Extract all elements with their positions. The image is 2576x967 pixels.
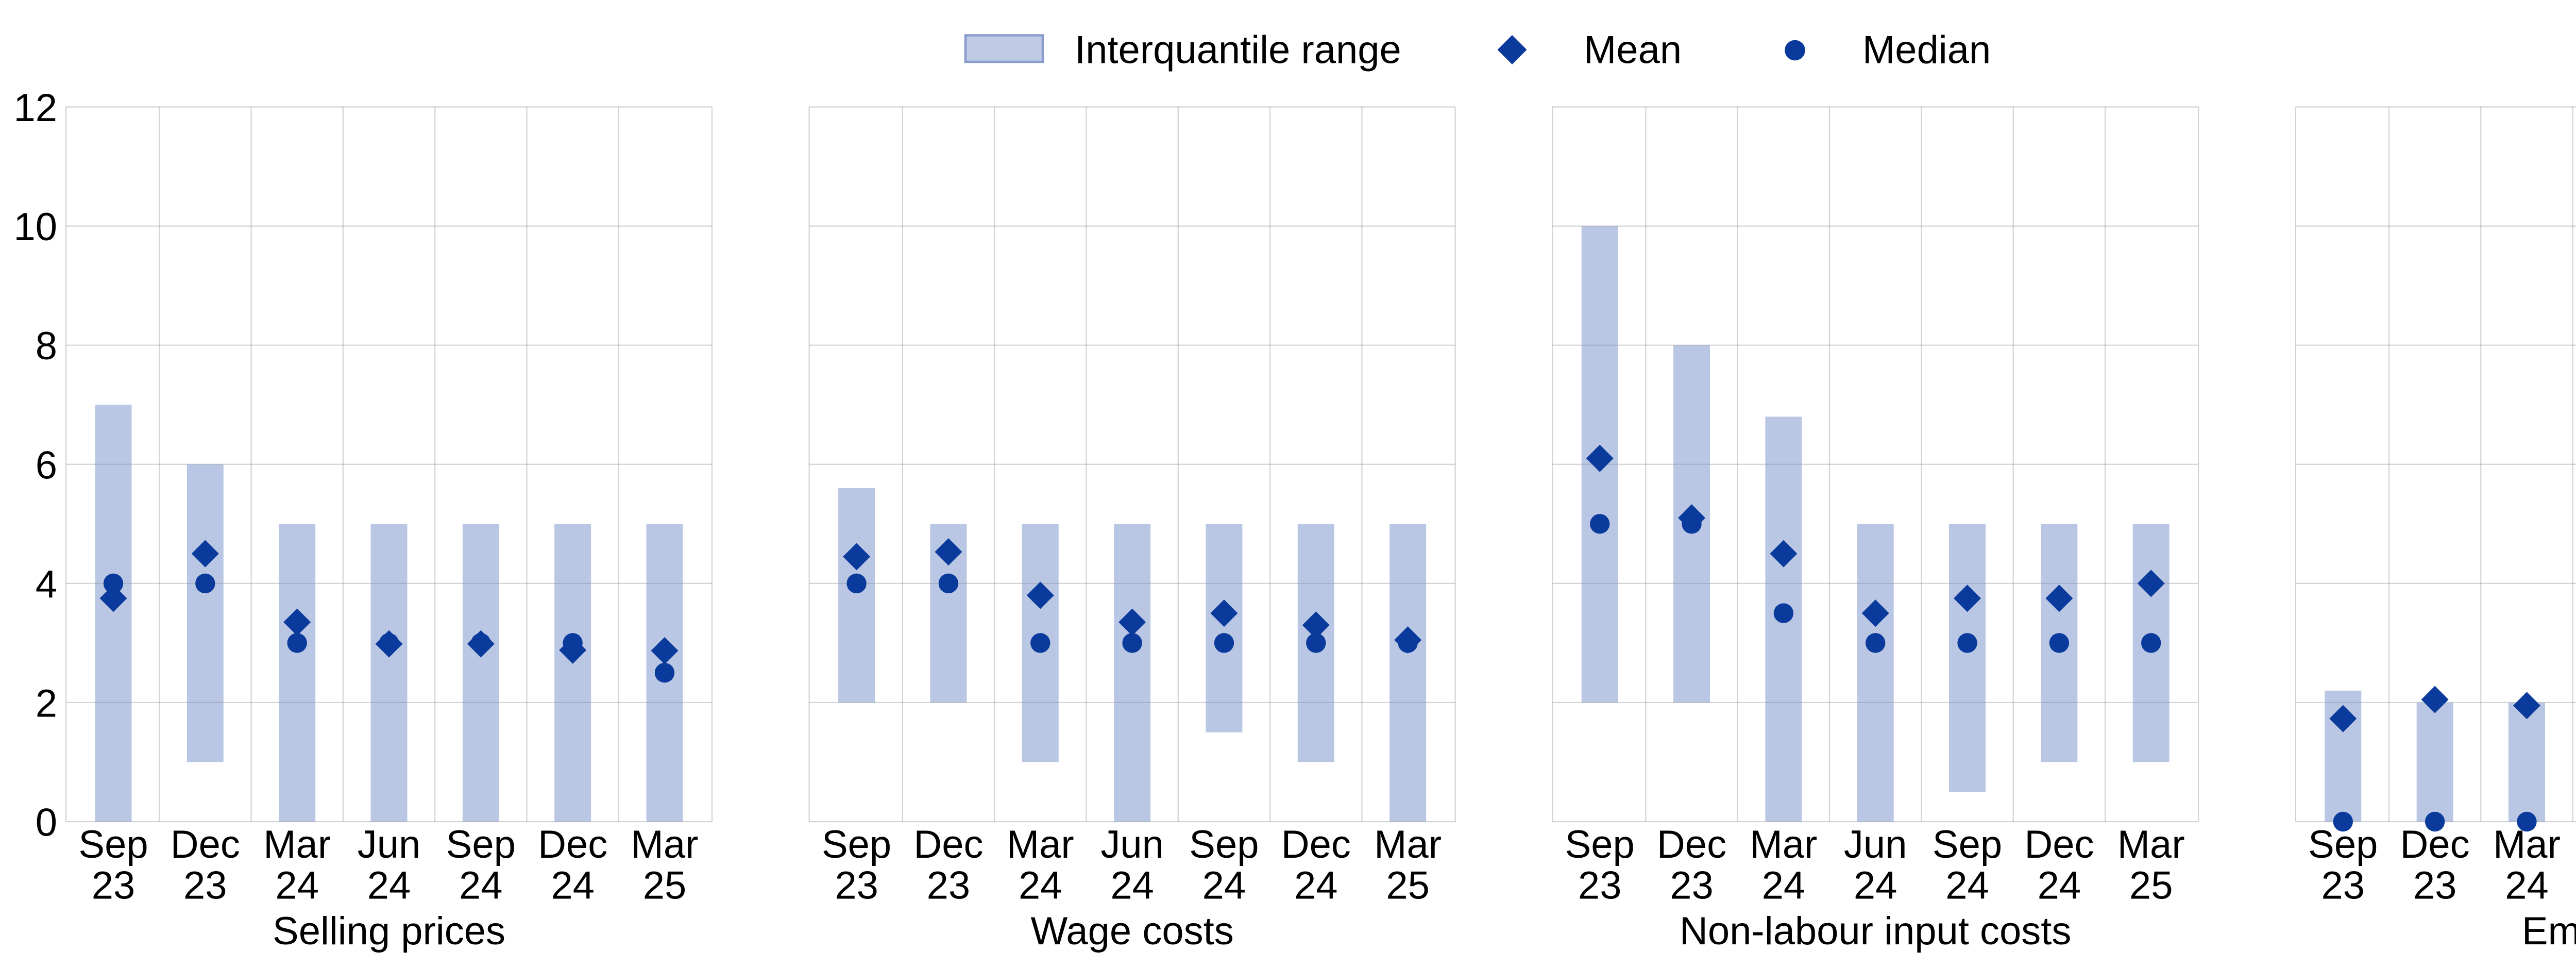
svg-text:Dec: Dec: [171, 823, 240, 866]
svg-text:Mar: Mar: [1374, 823, 1442, 866]
svg-text:Jun: Jun: [358, 823, 421, 866]
svg-text:25: 25: [2129, 864, 2173, 908]
svg-text:Dec: Dec: [1657, 823, 1726, 866]
svg-text:24: 24: [551, 864, 595, 908]
svg-text:Mar: Mar: [263, 823, 331, 866]
svg-text:Mar: Mar: [1750, 823, 1817, 866]
svg-text:2: 2: [36, 681, 57, 725]
svg-text:Sep: Sep: [2308, 823, 2378, 866]
svg-text:Mar: Mar: [631, 823, 699, 866]
svg-text:24: 24: [367, 864, 411, 908]
svg-text:23: 23: [2321, 864, 2365, 908]
svg-text:6: 6: [36, 443, 57, 487]
svg-text:Sep: Sep: [822, 823, 891, 866]
svg-text:Sep: Sep: [1933, 823, 2002, 866]
svg-text:24: 24: [1110, 864, 1154, 908]
svg-text:4: 4: [36, 562, 57, 606]
svg-text:Sep: Sep: [1565, 823, 1635, 866]
svg-text:10: 10: [13, 205, 57, 249]
svg-text:23: 23: [835, 864, 878, 908]
svg-text:23: 23: [927, 864, 971, 908]
svg-text:Jun: Jun: [1100, 823, 1164, 866]
svg-text:Dec: Dec: [2400, 823, 2470, 866]
svg-text:24: 24: [1294, 864, 1338, 908]
svg-text:Non-labour input costs: Non-labour input costs: [1680, 909, 2071, 953]
svg-text:25: 25: [643, 864, 687, 908]
svg-text:Sep: Sep: [78, 823, 148, 866]
svg-text:Mar: Mar: [1007, 823, 1074, 866]
svg-text:24: 24: [1945, 864, 1989, 908]
svg-text:Wage costs: Wage costs: [1030, 909, 1233, 953]
svg-text:24: 24: [1202, 864, 1246, 908]
svg-text:24: 24: [2038, 864, 2081, 908]
svg-text:24: 24: [459, 864, 503, 908]
svg-text:Dec: Dec: [2024, 823, 2094, 866]
svg-text:25: 25: [1386, 864, 1430, 908]
svg-text:23: 23: [183, 864, 227, 908]
svg-text:24: 24: [2505, 864, 2549, 908]
svg-text:23: 23: [2413, 864, 2457, 908]
svg-text:0: 0: [36, 801, 57, 845]
svg-text:Mean: Mean: [1584, 28, 1682, 72]
svg-text:23: 23: [92, 864, 135, 908]
svg-text:Mar: Mar: [2493, 823, 2561, 866]
svg-text:24: 24: [1762, 864, 1806, 908]
svg-text:Dec: Dec: [538, 823, 607, 866]
svg-text:Jun: Jun: [1844, 823, 1907, 866]
svg-text:12: 12: [13, 86, 57, 130]
svg-text:Median: Median: [1862, 28, 1991, 72]
svg-text:Dec: Dec: [913, 823, 983, 866]
svg-text:Dec: Dec: [1281, 823, 1351, 866]
svg-text:24: 24: [1019, 864, 1062, 908]
svg-text:Employees: Employees: [2522, 909, 2576, 953]
svg-text:Mar: Mar: [2117, 823, 2185, 866]
svg-text:Sep: Sep: [1189, 823, 1259, 866]
svg-text:24: 24: [275, 864, 319, 908]
svg-text:23: 23: [1578, 864, 1622, 908]
svg-text:23: 23: [1670, 864, 1714, 908]
svg-text:24: 24: [1854, 864, 1897, 908]
svg-text:Selling prices: Selling prices: [273, 909, 505, 953]
svg-text:Sep: Sep: [446, 823, 516, 866]
svg-text:8: 8: [36, 324, 57, 368]
svg-text:Interquantile range: Interquantile range: [1075, 28, 1401, 72]
